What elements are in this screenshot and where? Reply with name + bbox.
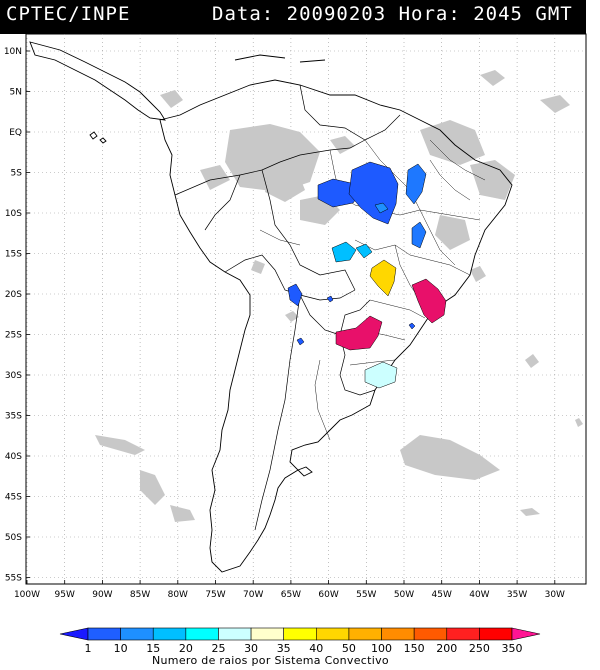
convective-systems <box>287 161 447 389</box>
lon-label: 35W <box>507 590 527 600</box>
lon-label: 95W <box>55 590 75 600</box>
lat-label: 35S <box>5 412 22 422</box>
longitude-labels: 100W 95W 90W 85W 80W 75W 70W 65W 60W 55W 50W 45W 40W… <box>14 580 565 600</box>
lon-label: 45W <box>432 590 452 600</box>
lat-label: 5N <box>10 88 22 98</box>
system-goias <box>369 259 397 297</box>
colorbar-tick-label: 30 <box>244 642 258 655</box>
lon-label: 55W <box>356 590 376 600</box>
colorbar-swatch <box>218 627 252 641</box>
system-small-4 <box>374 202 389 214</box>
colorbar-tick-label: 200 <box>436 642 457 655</box>
source-label: CPTEC/INPE <box>6 3 131 25</box>
colorbar-tick-label: 15 <box>146 642 160 655</box>
colorbar-tick-label: 50 <box>342 642 356 655</box>
system-tocantins <box>405 163 427 249</box>
lat-label: 40S <box>5 452 22 462</box>
colorbar-swatch <box>185 627 219 641</box>
system-mato-grosso <box>331 241 373 263</box>
colorbar-swatch <box>87 627 121 641</box>
lat-label: 5S <box>11 169 23 179</box>
lon-label: 65W <box>281 590 301 600</box>
colorbar-tick-label: 10 <box>114 642 128 655</box>
colorbar-ticks: 1 10 15 20 25 30 35 40 50 100 150 200 250 350 <box>85 642 523 655</box>
lat-label: 45S <box>5 493 22 503</box>
colorbar-tick-label: 350 <box>502 642 523 655</box>
colorbar-swatch <box>348 627 382 641</box>
falklands <box>297 466 313 477</box>
system-bolivia <box>287 283 303 307</box>
lat-label: 10N <box>4 47 22 57</box>
lon-label: 80W <box>168 590 188 600</box>
colorbar-tick-label: 150 <box>404 642 425 655</box>
lon-label: 100W <box>14 590 40 600</box>
latitude-labels: 10N 5N EQ 5S 10S 15S 20S 25S 30S 35S 40S 45S 50S 55S <box>4 47 30 584</box>
system-rio-grande <box>364 361 398 389</box>
lat-label: EQ <box>9 128 22 138</box>
colorbar-swatch <box>381 627 415 641</box>
caribbean-islands <box>234 54 326 63</box>
colorbar-swatch <box>479 627 513 641</box>
lat-label: 30S <box>5 371 22 381</box>
colorbar-tick-label: 25 <box>211 642 225 655</box>
lat-label: 20S <box>5 290 22 300</box>
colorbar-tick-label: 20 <box>179 642 193 655</box>
colorbar-swatch <box>316 627 350 641</box>
colorbar-tick-label: 40 <box>309 642 323 655</box>
map-frame <box>25 33 587 585</box>
lon-label: 30W <box>545 590 565 600</box>
system-small-3 <box>408 322 416 330</box>
lat-label: 10S <box>5 209 22 219</box>
colorbar-swatch <box>152 627 187 641</box>
colorbar-tick-label: 250 <box>469 642 490 655</box>
colorbar-swatch <box>120 627 154 641</box>
coastlines <box>29 41 513 573</box>
central-america-outline <box>29 41 166 121</box>
lon-label: 50W <box>394 590 414 600</box>
lon-label: 60W <box>318 590 338 600</box>
lon-label: 75W <box>205 590 225 600</box>
lon-label: 70W <box>243 590 263 600</box>
colorbar-arrow-high <box>511 627 541 641</box>
colorbar-swatch <box>413 627 448 641</box>
colorbar-title: Numero de raios por Sistema Convectivo <box>152 654 389 667</box>
lon-label: 90W <box>92 590 112 600</box>
title-bar: CPTEC/INPE Data: 20090203 Hora: 2045 GMT <box>0 0 586 34</box>
lon-label: 40W <box>469 590 489 600</box>
colorbar-arrow-low <box>59 627 89 641</box>
lon-label: 85W <box>130 590 150 600</box>
lat-label: 15S <box>5 250 22 260</box>
colorbar-swatch <box>283 627 317 641</box>
date-time-label: Data: 20090203 Hora: 2045 GMT <box>212 3 573 25</box>
south-america-outline <box>159 79 513 573</box>
lat-label: 50S <box>5 533 22 543</box>
colorbar-tick-label: 1 <box>85 642 92 655</box>
system-paraguay-parana <box>335 315 383 351</box>
colorbar-tick-label: 35 <box>277 642 291 655</box>
lat-label: 25S <box>5 331 22 341</box>
colorbar <box>59 627 541 641</box>
system-small-1 <box>296 337 305 346</box>
system-small-2 <box>326 295 334 303</box>
system-minas-sp <box>411 278 447 324</box>
lat-label: 55S <box>5 574 22 584</box>
colorbar-swatch <box>446 627 480 641</box>
galapagos <box>89 131 107 144</box>
colorbar-swatch <box>250 627 284 641</box>
colorbar-tick-label: 100 <box>371 642 392 655</box>
